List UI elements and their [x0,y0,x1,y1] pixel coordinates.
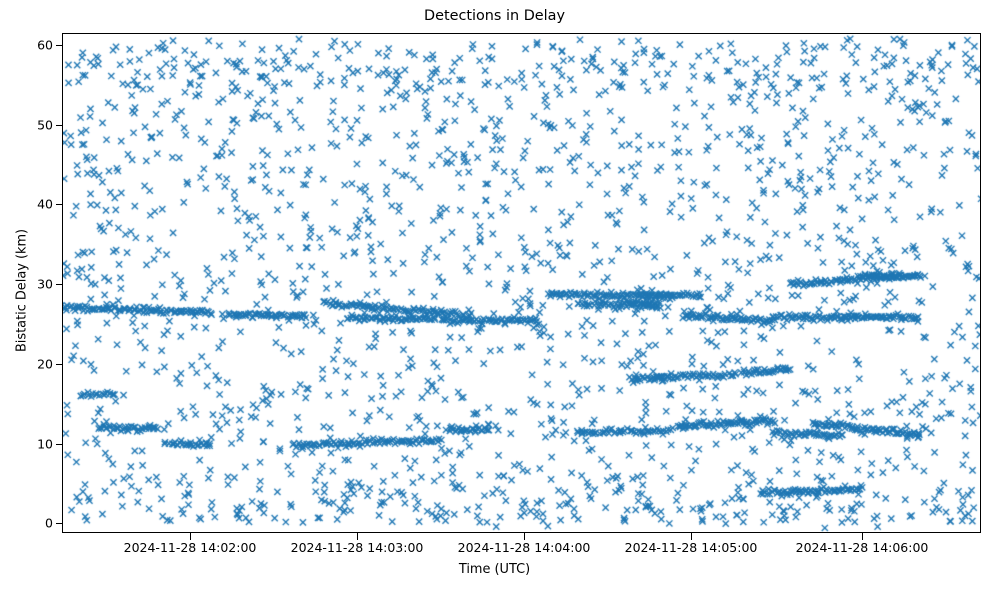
y-axis-tick-label: 40 [37,196,53,212]
x-axis-tick-mark [691,533,692,540]
y-axis-tick-labels: 0 10 20 30 40 50 60 [0,0,53,590]
x-axis-tick-label: 2024-11-28 14:03:00 [290,540,424,555]
y-axis-tick-mark [55,204,62,206]
x-axis-tick-label: 2024-11-28 14:05:00 [624,540,758,555]
y-axis-tick-mark [55,44,62,46]
x-axis-tick-mark [862,533,863,540]
y-axis-tick-label: 60 [37,37,53,53]
y-axis-tick-mark [55,284,62,286]
y-axis-tick-label: 20 [37,356,53,372]
plot-axes [62,33,981,533]
page-title: Detections in Delay [424,8,565,24]
y-axis-tick-label: 10 [37,436,53,452]
x-axis-tick-label: 2024-11-28 14:04:00 [457,540,591,555]
y-axis-tick-mark [55,523,62,525]
x-axis-tick-label: 2024-11-28 14:02:00 [123,540,257,555]
x-axis-tick-label: 2024-11-28 14:06:00 [795,540,929,555]
y-axis-label: Bistatic Delay (km) [14,228,30,353]
scatter-series-detections [63,34,980,532]
y-axis-tick-mark [55,363,62,365]
x-axis-tick-mark [357,533,358,540]
y-axis-tick-label: 50 [37,117,53,133]
y-axis-tick-label: 0 [45,515,53,531]
y-axis-tick-label: 30 [37,276,53,292]
y-axis-tick-mark [55,124,62,126]
y-axis-tick-mark [55,443,62,445]
x-axis-tick-mark [190,533,191,540]
x-axis-label: Time (UTC) [458,562,531,577]
x-axis-tick-mark [524,533,525,540]
